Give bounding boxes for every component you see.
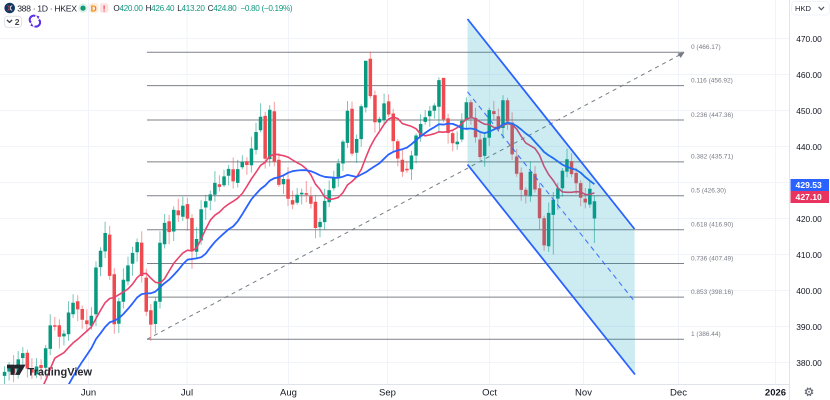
svg-text:0.382 (435.71): 0.382 (435.71)	[691, 154, 733, 161]
svg-text:2026: 2026	[765, 388, 786, 399]
svg-text:D: D	[91, 4, 97, 13]
svg-text:427.10: 427.10	[796, 192, 823, 202]
svg-text:Oct: Oct	[482, 388, 497, 399]
svg-text:Aug: Aug	[280, 388, 297, 399]
svg-text:450.00: 450.00	[796, 106, 822, 116]
svg-text:Jun: Jun	[81, 388, 96, 399]
svg-text:0.736 (407.49): 0.736 (407.49)	[691, 255, 733, 262]
svg-text:400.00: 400.00	[796, 286, 822, 296]
svg-text:0.618 (416.90): 0.618 (416.90)	[691, 222, 733, 229]
svg-text:420.00: 420.00	[796, 214, 822, 224]
svg-text:388 · 1D · HKEX: 388 · 1D · HKEX	[17, 3, 77, 13]
svg-text:Nov: Nov	[575, 388, 592, 399]
svg-text:440.00: 440.00	[796, 142, 822, 152]
svg-text:429.53: 429.53	[796, 180, 823, 190]
svg-text:TradingView: TradingView	[28, 366, 93, 378]
svg-text:0 (466.17): 0 (466.17)	[691, 44, 721, 51]
svg-text:0.236 (447.36): 0.236 (447.36)	[691, 112, 733, 119]
svg-text:380.00: 380.00	[796, 358, 822, 368]
svg-text:!: !	[103, 4, 106, 13]
svg-text:2: 2	[15, 17, 20, 27]
svg-text:Jul: Jul	[181, 388, 193, 399]
svg-text:HKD: HKD	[795, 4, 812, 13]
svg-text:460.00: 460.00	[796, 70, 822, 80]
svg-text:470.00: 470.00	[796, 34, 822, 44]
svg-text:Dec: Dec	[670, 388, 687, 399]
svg-text:0.853 (398.16): 0.853 (398.16)	[691, 289, 733, 296]
svg-text:0.116 (456.92): 0.116 (456.92)	[691, 77, 733, 84]
svg-text:0.5 (426.30): 0.5 (426.30)	[691, 188, 726, 195]
svg-text:410.00: 410.00	[796, 250, 822, 260]
svg-text:390.00: 390.00	[796, 322, 822, 332]
svg-text:1 (386.44): 1 (386.44)	[691, 331, 721, 338]
svg-text:Sep: Sep	[379, 388, 396, 399]
